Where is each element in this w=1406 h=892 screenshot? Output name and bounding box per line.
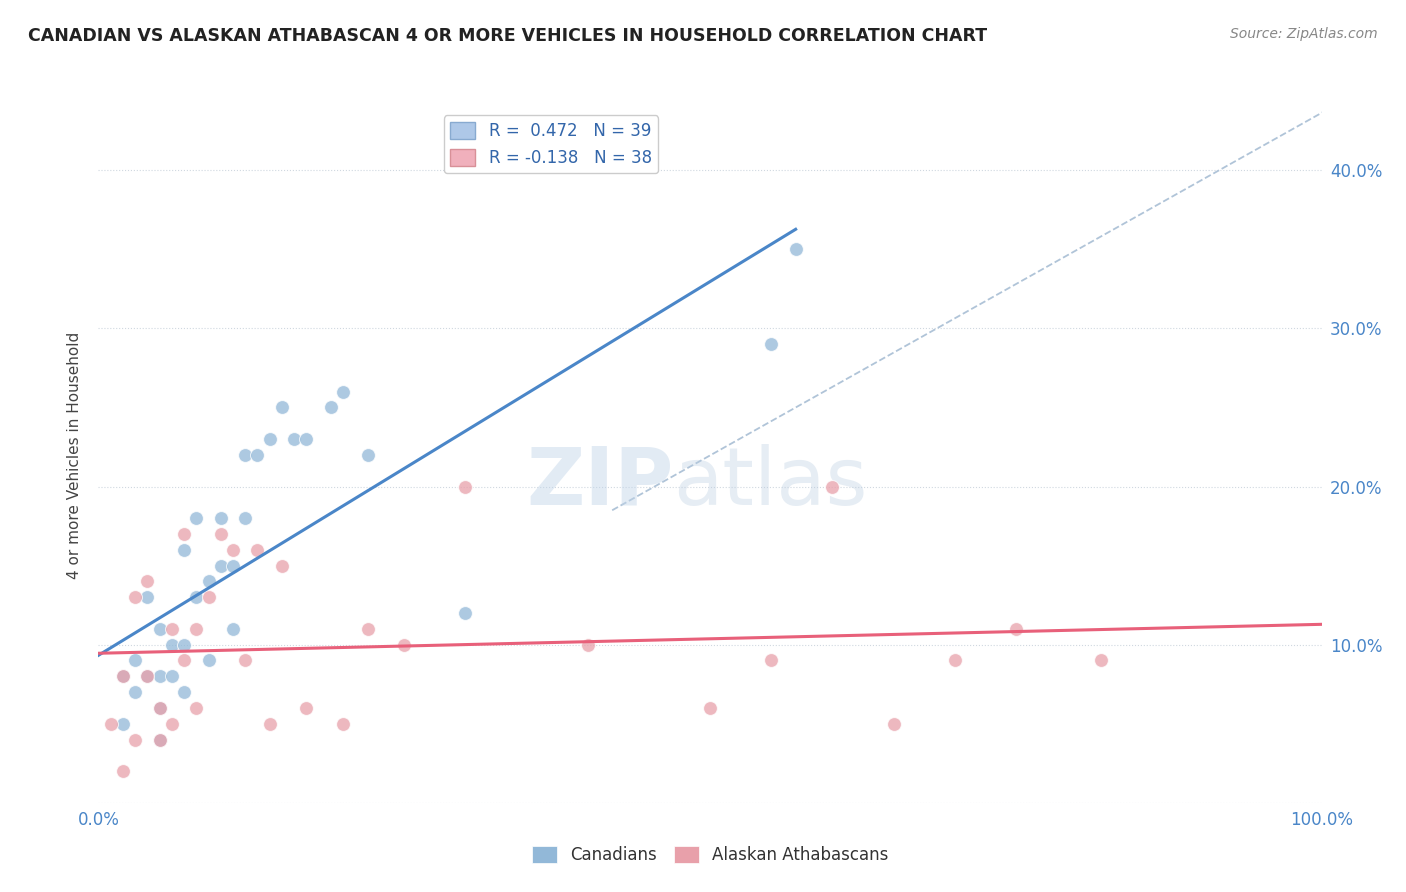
Point [222, 558, 245, 573]
Point [111, 716, 134, 731]
Point [149, 701, 172, 715]
Point [160, 669, 183, 683]
Point [454, 606, 477, 620]
Point [209, 527, 232, 541]
Point [761, 653, 783, 667]
Point [246, 448, 269, 462]
Point [1090, 653, 1112, 667]
Point [233, 448, 256, 462]
Point [173, 542, 195, 557]
Point [186, 701, 208, 715]
Point [246, 542, 269, 557]
Point [222, 542, 245, 557]
Point [883, 716, 905, 731]
Point [160, 716, 183, 731]
Point [356, 448, 378, 462]
Point [270, 558, 294, 573]
Point [136, 669, 159, 683]
Point [332, 716, 354, 731]
Point [136, 669, 159, 683]
Point [270, 401, 294, 415]
Point [111, 764, 134, 779]
Point [943, 653, 966, 667]
Point [173, 653, 195, 667]
Point [160, 638, 183, 652]
Point [209, 558, 232, 573]
Point [283, 432, 305, 446]
Point [111, 669, 134, 683]
Point [197, 653, 219, 667]
Point [259, 716, 281, 731]
Point [149, 732, 172, 747]
Point [209, 511, 232, 525]
Legend: Canadians, Alaskan Athabascans: Canadians, Alaskan Athabascans [524, 839, 896, 871]
Point [699, 701, 721, 715]
Point [186, 591, 208, 605]
Point [186, 511, 208, 525]
Point [186, 622, 208, 636]
Point [332, 384, 354, 399]
Point [149, 732, 172, 747]
Text: CANADIAN VS ALASKAN ATHABASCAN 4 OR MORE VEHICLES IN HOUSEHOLD CORRELATION CHART: CANADIAN VS ALASKAN ATHABASCAN 4 OR MORE… [28, 27, 987, 45]
Point [111, 669, 134, 683]
Point [124, 653, 146, 667]
Point [576, 638, 599, 652]
Point [173, 527, 195, 541]
Text: atlas: atlas [673, 443, 868, 522]
Point [100, 716, 122, 731]
Point [173, 685, 195, 699]
Point [197, 574, 219, 589]
Point [295, 432, 318, 446]
Point [821, 479, 844, 493]
Point [124, 732, 146, 747]
Text: Source: ZipAtlas.com: Source: ZipAtlas.com [1230, 27, 1378, 41]
Point [173, 638, 195, 652]
Point [785, 243, 807, 257]
Text: ZIP: ZIP [526, 443, 673, 522]
Point [233, 511, 256, 525]
Point [761, 337, 783, 351]
Point [160, 622, 183, 636]
Point [136, 591, 159, 605]
Point [149, 669, 172, 683]
Point [392, 638, 416, 652]
Point [295, 701, 318, 715]
Point [124, 685, 146, 699]
Point [319, 401, 342, 415]
Point [233, 653, 256, 667]
Point [222, 622, 245, 636]
Point [149, 701, 172, 715]
Point [454, 479, 477, 493]
Point [356, 622, 378, 636]
Point [149, 622, 172, 636]
Point [1004, 622, 1026, 636]
Y-axis label: 4 or more Vehicles in Household: 4 or more Vehicles in Household [66, 331, 82, 579]
Point [136, 574, 159, 589]
Point [124, 591, 146, 605]
Point [259, 432, 281, 446]
Point [197, 591, 219, 605]
